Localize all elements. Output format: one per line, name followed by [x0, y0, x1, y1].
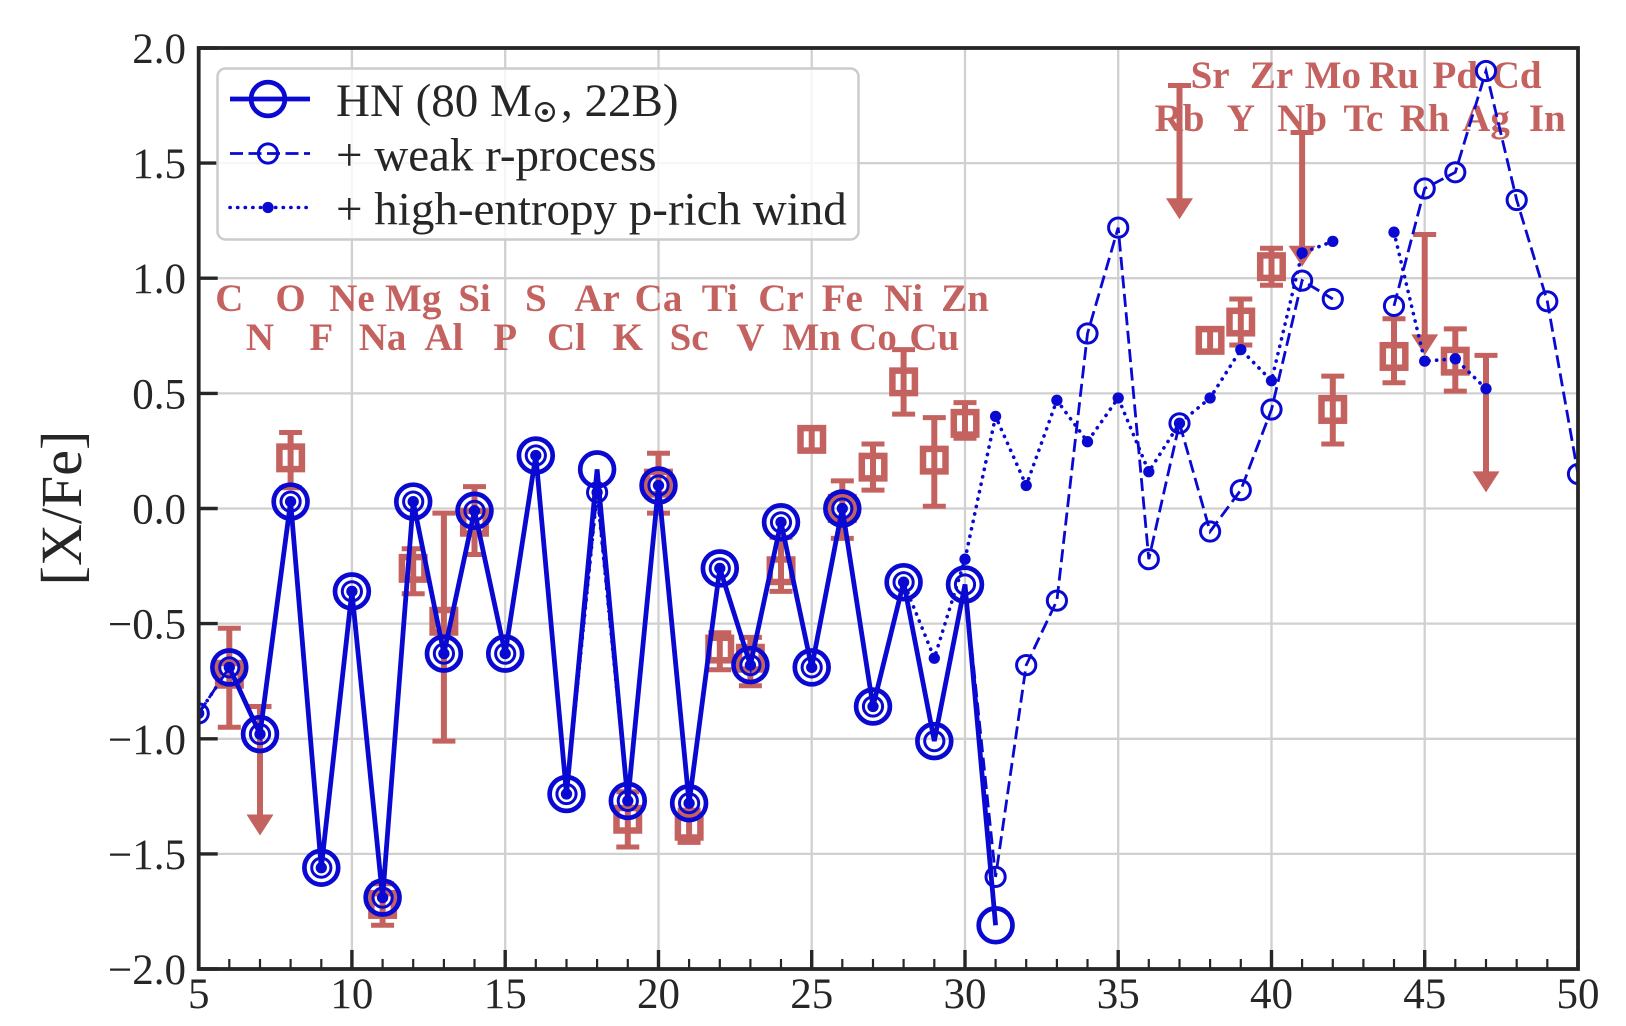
svg-text:K: K	[613, 316, 644, 359]
svg-text:Cu: Cu	[909, 316, 959, 359]
svg-text:Ar: Ar	[574, 277, 619, 320]
svg-text:Ru: Ru	[1369, 54, 1419, 97]
svg-text:2.0: 2.0	[132, 26, 186, 73]
svg-text:30: 30	[944, 971, 987, 1018]
svg-text:Si: Si	[458, 277, 491, 320]
svg-text:Zr: Zr	[1250, 54, 1293, 97]
svg-text:−0.5: −0.5	[108, 602, 186, 649]
svg-text:Cd: Cd	[1492, 54, 1542, 97]
svg-text:F: F	[309, 316, 333, 359]
svg-text:35: 35	[1097, 971, 1140, 1018]
svg-text:Sc: Sc	[670, 316, 709, 359]
svg-text:Ti: Ti	[702, 277, 738, 320]
svg-text:Cr: Cr	[758, 277, 803, 320]
svg-text:Mg: Mg	[385, 277, 442, 320]
svg-text:Y: Y	[1227, 97, 1255, 140]
svg-text:V: V	[736, 316, 764, 359]
svg-text:Na: Na	[359, 316, 407, 359]
svg-text:25: 25	[790, 971, 833, 1018]
svg-text:Pd: Pd	[1433, 54, 1479, 97]
svg-text:15: 15	[484, 971, 527, 1018]
svg-text:10: 10	[330, 971, 373, 1018]
svg-text:In: In	[1529, 97, 1566, 140]
svg-text:45: 45	[1403, 971, 1446, 1018]
svg-text:Mo: Mo	[1305, 54, 1361, 97]
svg-text:Cl: Cl	[547, 316, 586, 359]
svg-text:+ high-entropy p-rich wind: + high-entropy p-rich wind	[336, 184, 847, 236]
svg-text:N: N	[246, 316, 274, 359]
svg-text:1.5: 1.5	[132, 141, 186, 188]
svg-text:Ag: Ag	[1462, 97, 1510, 140]
svg-text:Ni: Ni	[884, 277, 923, 320]
svg-text:5: 5	[188, 971, 210, 1018]
svg-text:0.5: 0.5	[132, 371, 186, 418]
svg-text:Al: Al	[424, 316, 463, 359]
svg-text:0.0: 0.0	[132, 487, 186, 534]
svg-text:S: S	[525, 277, 547, 320]
svg-text:40: 40	[1250, 971, 1293, 1018]
svg-text:−1.5: −1.5	[108, 832, 186, 879]
svg-text:Ca: Ca	[635, 277, 683, 320]
svg-text:Tc: Tc	[1344, 97, 1384, 140]
svg-text:, 22B): , 22B)	[561, 75, 679, 127]
svg-text:20: 20	[637, 971, 680, 1018]
svg-text:Fe: Fe	[822, 277, 863, 320]
svg-text:O: O	[275, 277, 305, 320]
svg-text:P: P	[493, 316, 517, 359]
svg-text:Ne: Ne	[329, 277, 374, 320]
svg-text:Mn: Mn	[782, 316, 841, 359]
svg-text:−1.0: −1.0	[108, 717, 186, 764]
svg-text:C: C	[215, 277, 243, 320]
svg-text:1.0: 1.0	[132, 256, 186, 303]
svg-text:Sr: Sr	[1191, 54, 1230, 97]
svg-text:−2.0: −2.0	[108, 947, 186, 994]
svg-text:Rh: Rh	[1400, 97, 1450, 140]
svg-text:50: 50	[1557, 971, 1600, 1018]
svg-text:HN (80 M: HN (80 M	[336, 75, 532, 127]
svg-text:Co: Co	[849, 316, 897, 359]
svg-text:[X/Fe]: [X/Fe]	[29, 431, 94, 586]
svg-text:Zn: Zn	[941, 277, 989, 320]
svg-text:+ weak r-process: + weak r-process	[336, 130, 657, 182]
